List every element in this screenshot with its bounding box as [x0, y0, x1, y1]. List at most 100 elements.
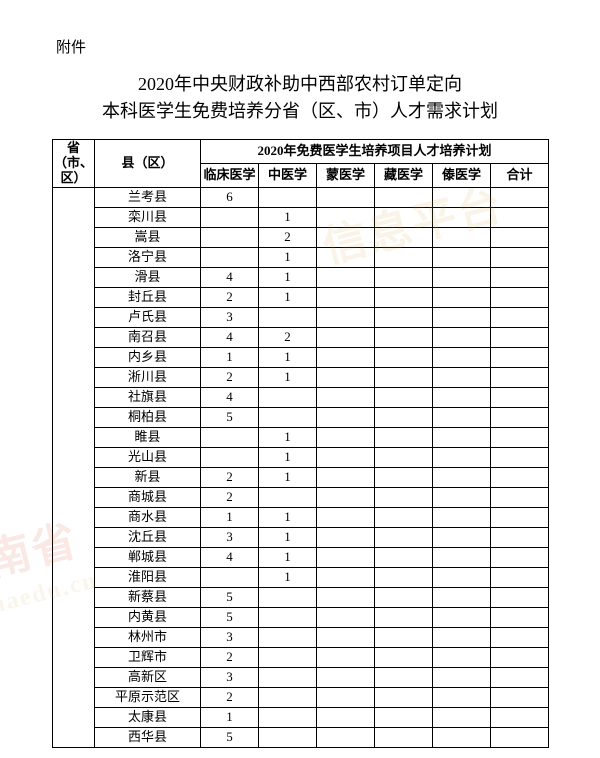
value-cell — [491, 567, 549, 587]
value-cell — [317, 407, 375, 427]
table-row: 沈丘县31 — [53, 527, 549, 547]
value-cell — [491, 587, 549, 607]
value-cell — [491, 687, 549, 707]
value-cell — [433, 687, 491, 707]
value-cell — [317, 307, 375, 327]
value-cell — [375, 447, 433, 467]
value-cell — [259, 727, 317, 747]
value-cell — [491, 427, 549, 447]
value-cell — [317, 687, 375, 707]
county-cell: 桐柏县 — [95, 407, 201, 427]
county-cell: 睢县 — [95, 427, 201, 447]
table-row: 卢氏县3 — [53, 307, 549, 327]
value-cell — [375, 387, 433, 407]
county-cell: 洛宁县 — [95, 247, 201, 267]
value-cell: 3 — [201, 667, 259, 687]
value-cell: 5 — [201, 587, 259, 607]
value-cell — [433, 667, 491, 687]
value-cell — [433, 247, 491, 267]
value-cell — [375, 527, 433, 547]
value-cell — [375, 627, 433, 647]
value-cell — [433, 347, 491, 367]
value-cell — [491, 287, 549, 307]
county-cell: 卫辉市 — [95, 647, 201, 667]
value-cell: 1 — [259, 207, 317, 227]
value-cell — [259, 667, 317, 687]
value-cell — [433, 287, 491, 307]
county-cell: 内黄县 — [95, 607, 201, 627]
value-cell — [259, 307, 317, 327]
title-line-1: 2020年中央财政补助中西部农村订单定向 — [138, 74, 462, 94]
value-cell — [433, 207, 491, 227]
value-cell — [491, 447, 549, 467]
value-cell — [317, 607, 375, 627]
value-cell — [201, 567, 259, 587]
value-cell — [317, 387, 375, 407]
value-cell — [317, 627, 375, 647]
table-row: 新蔡县5 — [53, 587, 549, 607]
value-cell — [433, 367, 491, 387]
table-row: 商水县11 — [53, 507, 549, 527]
value-cell — [375, 287, 433, 307]
county-cell: 淅川县 — [95, 367, 201, 387]
value-cell — [259, 587, 317, 607]
value-cell — [201, 227, 259, 247]
county-cell: 商城县 — [95, 487, 201, 507]
county-cell: 淮阳县 — [95, 567, 201, 587]
value-cell — [259, 487, 317, 507]
table-row: 高新区3 — [53, 667, 549, 687]
value-cell — [201, 447, 259, 467]
county-cell: 林州市 — [95, 627, 201, 647]
value-cell — [433, 707, 491, 727]
value-cell — [433, 567, 491, 587]
value-cell — [491, 387, 549, 407]
value-cell — [317, 227, 375, 247]
value-cell — [375, 687, 433, 707]
value-cell: 2 — [201, 287, 259, 307]
value-cell: 2 — [201, 647, 259, 667]
value-cell: 6 — [201, 187, 259, 207]
value-cell: 1 — [259, 267, 317, 287]
value-cell — [317, 547, 375, 567]
value-cell — [259, 687, 317, 707]
value-cell — [375, 567, 433, 587]
county-cell: 平原示范区 — [95, 687, 201, 707]
value-cell: 2 — [201, 687, 259, 707]
county-cell: 太康县 — [95, 707, 201, 727]
value-cell — [491, 347, 549, 367]
value-cell — [491, 627, 549, 647]
value-cell: 1 — [259, 507, 317, 527]
value-cell — [201, 207, 259, 227]
header-col-dai: 傣医学 — [433, 163, 491, 187]
table-row: 内黄县5 — [53, 607, 549, 627]
header-col-total: 合计 — [491, 163, 549, 187]
value-cell — [317, 707, 375, 727]
value-cell: 1 — [201, 507, 259, 527]
header-county: 县（区） — [95, 140, 201, 188]
value-cell: 3 — [201, 307, 259, 327]
value-cell — [433, 727, 491, 747]
table-row: 兰考县6 — [53, 187, 549, 207]
value-cell — [317, 187, 375, 207]
value-cell — [433, 387, 491, 407]
value-cell: 1 — [259, 467, 317, 487]
value-cell — [491, 467, 549, 487]
table-row: 林州市3 — [53, 627, 549, 647]
value-cell — [317, 287, 375, 307]
value-cell — [375, 727, 433, 747]
value-cell — [491, 267, 549, 287]
value-cell — [375, 587, 433, 607]
value-cell — [375, 187, 433, 207]
value-cell — [491, 327, 549, 347]
value-cell — [491, 707, 549, 727]
value-cell — [375, 607, 433, 627]
value-cell — [433, 527, 491, 547]
county-cell: 兰考县 — [95, 187, 201, 207]
value-cell: 5 — [201, 407, 259, 427]
value-cell — [491, 647, 549, 667]
county-cell: 郸城县 — [95, 547, 201, 567]
county-cell: 滑县 — [95, 267, 201, 287]
value-cell — [433, 607, 491, 627]
value-cell: 1 — [259, 527, 317, 547]
table-header: 省（市、区） 县（区） 2020年免费医学生培养项目人才培养计划 临床医学 中医… — [53, 140, 549, 188]
